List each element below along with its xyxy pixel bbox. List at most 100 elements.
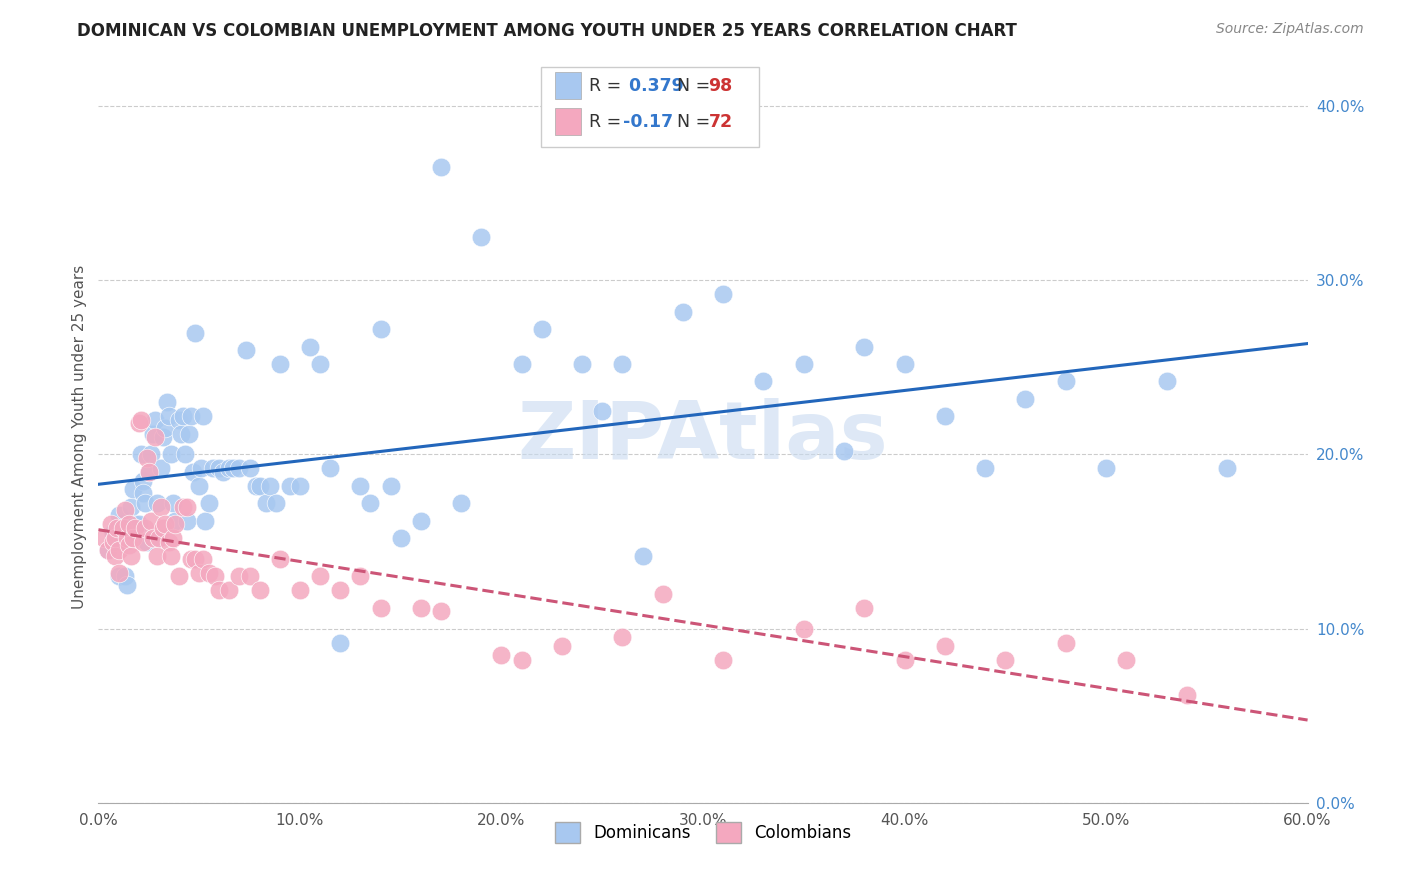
Text: N =: N = <box>666 112 716 131</box>
Point <box>389 531 412 545</box>
Point <box>181 465 204 479</box>
Point <box>672 304 695 318</box>
Point <box>269 552 291 566</box>
Point <box>239 461 262 475</box>
Point <box>120 500 142 514</box>
Point <box>153 517 176 532</box>
Point <box>204 569 226 583</box>
Point <box>157 534 180 549</box>
Point <box>218 583 240 598</box>
Point <box>149 461 172 475</box>
Point <box>1175 688 1198 702</box>
Point <box>134 521 156 535</box>
Point <box>139 514 162 528</box>
Point <box>269 357 291 371</box>
Point <box>163 517 186 532</box>
Point <box>184 552 207 566</box>
Point <box>409 600 432 615</box>
Point <box>470 229 492 244</box>
Point <box>170 426 193 441</box>
Point <box>176 500 198 514</box>
Point <box>631 549 654 563</box>
Point <box>97 543 120 558</box>
Point <box>1095 461 1118 475</box>
Point <box>148 531 170 545</box>
Point <box>278 479 301 493</box>
Text: -0.17: -0.17 <box>623 112 673 131</box>
Point <box>1216 461 1239 475</box>
Point <box>208 461 231 475</box>
Point <box>591 404 613 418</box>
Point <box>160 549 183 563</box>
Point <box>228 461 250 475</box>
Point <box>571 357 593 371</box>
Point <box>184 326 207 340</box>
Text: ZIPAtlas: ZIPAtlas <box>517 398 889 476</box>
Point <box>107 569 129 583</box>
Point <box>853 600 876 615</box>
Point <box>132 485 155 500</box>
Point <box>245 479 267 493</box>
Point <box>934 639 956 653</box>
Point <box>612 631 634 645</box>
Point <box>128 416 150 430</box>
Point <box>152 521 174 535</box>
Point <box>101 525 124 540</box>
Point <box>162 531 184 545</box>
Point <box>121 483 143 497</box>
Point <box>97 543 120 558</box>
Point <box>218 461 240 475</box>
Point <box>190 461 212 475</box>
Point <box>132 534 155 549</box>
Point <box>179 426 201 441</box>
Point <box>167 412 190 426</box>
Point <box>143 430 166 444</box>
Point <box>115 531 138 545</box>
Point <box>114 534 136 549</box>
Point <box>153 421 176 435</box>
Point <box>409 514 432 528</box>
Point <box>239 569 262 583</box>
Point <box>100 517 122 532</box>
Point <box>450 496 472 510</box>
Point <box>711 287 734 301</box>
Point <box>146 549 169 563</box>
Text: N =: N = <box>666 77 716 95</box>
Point <box>510 653 533 667</box>
Point <box>1054 375 1077 389</box>
Point <box>651 587 673 601</box>
Point <box>194 514 217 528</box>
Text: DOMINICAN VS COLOMBIAN UNEMPLOYMENT AMONG YOUTH UNDER 25 YEARS CORRELATION CHART: DOMINICAN VS COLOMBIAN UNEMPLOYMENT AMON… <box>77 22 1017 40</box>
Point <box>124 517 146 532</box>
Point <box>149 500 172 514</box>
Point <box>793 357 815 371</box>
Point <box>118 517 141 532</box>
Point <box>163 514 186 528</box>
Point <box>121 531 143 545</box>
Point <box>329 635 352 649</box>
Point <box>202 461 225 475</box>
Point <box>198 566 221 580</box>
Point <box>430 160 453 174</box>
Point <box>132 474 155 488</box>
Text: 0.379: 0.379 <box>623 77 683 95</box>
Point <box>360 496 382 510</box>
Point <box>129 412 152 426</box>
Point <box>103 534 125 549</box>
Point <box>370 322 392 336</box>
Point <box>188 566 211 580</box>
Point <box>93 531 115 545</box>
Text: 72: 72 <box>709 112 733 131</box>
Text: R =: R = <box>589 77 627 95</box>
Point <box>105 521 128 535</box>
Point <box>162 496 184 510</box>
Point <box>142 531 165 545</box>
Point <box>111 525 134 540</box>
Point <box>167 569 190 583</box>
Point <box>264 496 287 510</box>
Point <box>309 569 332 583</box>
Point <box>228 569 250 583</box>
Point <box>188 479 211 493</box>
Point <box>612 357 634 371</box>
Point <box>114 569 136 583</box>
